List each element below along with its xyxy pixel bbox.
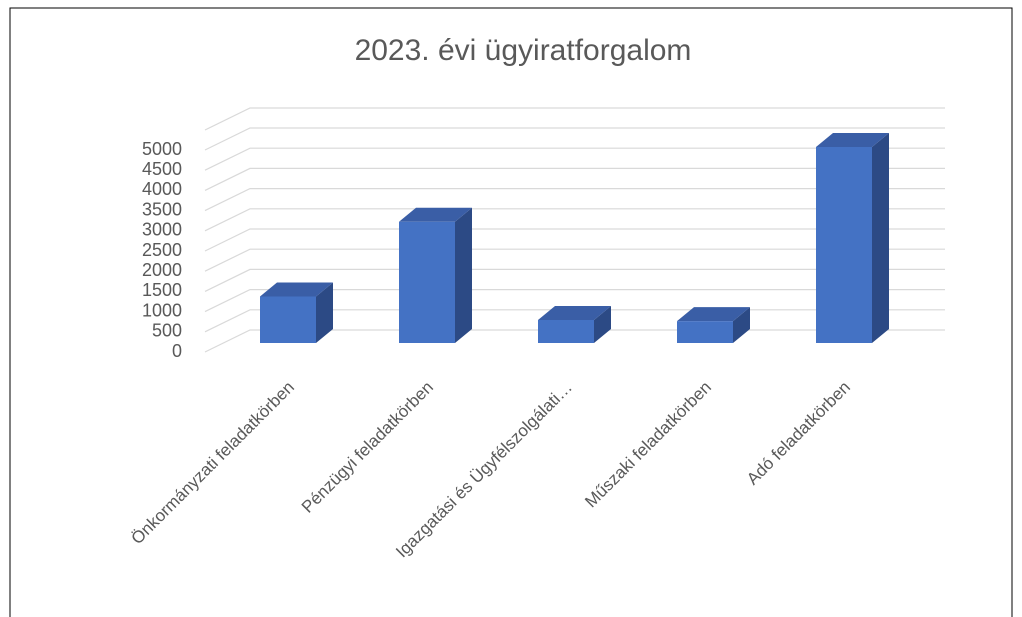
grid-line <box>204 127 945 151</box>
x-tick-label: Pénzügyi feladatkörben <box>298 378 437 517</box>
grid-line <box>204 188 945 212</box>
y-tick-label: 500 <box>152 321 182 341</box>
bar-side <box>872 133 889 343</box>
bar <box>260 282 333 343</box>
bar-top <box>399 207 472 222</box>
bar <box>538 305 611 343</box>
bar-side <box>455 207 472 343</box>
x-tick-label: Adó feladatkörben <box>743 378 854 489</box>
bar-top <box>677 307 750 322</box>
frame <box>9 7 1013 617</box>
y-tick-label: 0 <box>172 341 182 361</box>
grid-line <box>204 147 945 171</box>
x-tick-label: Önkormányzati feladatkörben <box>128 378 298 548</box>
y-tick-label: 1000 <box>142 300 182 320</box>
grid-line <box>204 107 945 131</box>
bar-front <box>260 296 316 343</box>
y-tick-label: 4000 <box>142 179 182 199</box>
chart-title: 2023. évi ügyiratforgalom <box>355 34 692 67</box>
y-tick-label: 3500 <box>142 199 182 219</box>
bar-front <box>399 221 455 343</box>
x-tick-label: Műszaki feladatkörben <box>581 378 715 512</box>
bar-front <box>816 147 872 343</box>
bar <box>816 133 889 343</box>
grid-line <box>204 268 945 292</box>
bar-top <box>260 282 333 297</box>
bar-top <box>538 305 611 320</box>
bar-top <box>816 133 889 148</box>
bar-front <box>538 319 594 343</box>
bar <box>399 207 472 343</box>
bar-side <box>733 307 750 343</box>
y-tick-label: 5000 <box>142 139 182 159</box>
grid-line <box>204 167 945 191</box>
grid-line <box>204 248 945 272</box>
grid-line <box>204 289 945 313</box>
y-tick-label: 2000 <box>142 260 182 280</box>
bar-side <box>594 305 611 343</box>
grid-line <box>204 208 945 232</box>
y-tick-label: 4500 <box>142 159 182 179</box>
bar <box>677 307 750 343</box>
bar-front <box>677 321 733 343</box>
y-tick-label: 1500 <box>142 280 182 300</box>
bar-side <box>316 282 333 343</box>
y-tick-label: 3000 <box>142 220 182 240</box>
y-tick-label: 2500 <box>142 240 182 260</box>
grid-line <box>204 228 945 252</box>
